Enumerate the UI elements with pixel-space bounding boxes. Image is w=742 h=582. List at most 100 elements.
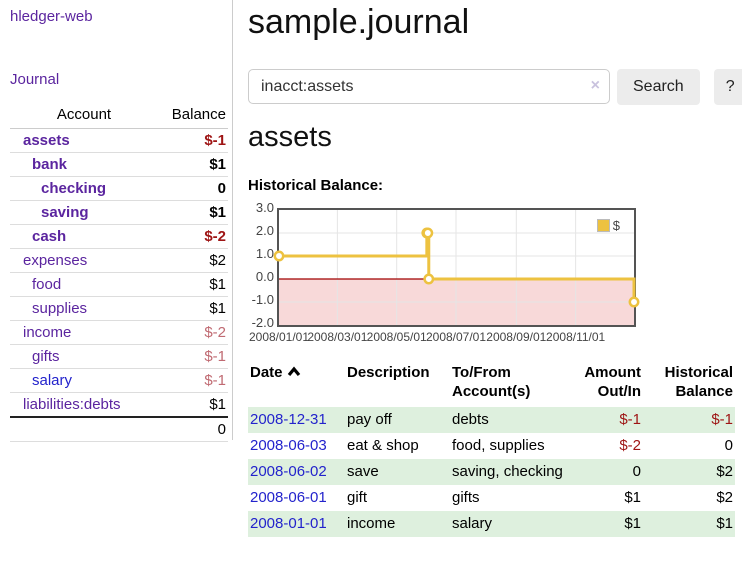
chart-y-axis-label: 2.0 [248, 223, 274, 239]
txn-date-link[interactable]: 2008-06-02 [250, 463, 327, 480]
account-row: assets $-1 [10, 129, 228, 153]
txn-date-cell: 2008-01-01 [248, 511, 345, 537]
account-link[interactable]: cash [12, 228, 66, 245]
account-row: gifts $-1 [10, 345, 228, 369]
account-cell: saving [10, 201, 158, 225]
txn-date-link[interactable]: 2008-12-31 [250, 411, 327, 428]
txn-description: eat & shop [345, 433, 450, 459]
txn-balance: $-1 [643, 407, 735, 433]
account-balance: $-1 [158, 129, 228, 153]
account-balance: 0 [158, 177, 228, 201]
chart-y-axis-label: 3.0 [248, 200, 274, 216]
account-cell: expenses [10, 249, 158, 273]
account-link[interactable]: bank [12, 156, 67, 173]
account-cell: supplies [10, 297, 158, 321]
account-heading: assets [248, 120, 332, 154]
account-balance: $2 [158, 249, 228, 273]
accounts-total-row: 0 [10, 417, 228, 442]
account-link[interactable]: salary [12, 372, 72, 389]
balance-col-header: Balance [158, 103, 228, 129]
account-cell: assets [10, 129, 158, 153]
search-input[interactable] [248, 69, 610, 104]
chart-plot[interactable]: $ [277, 208, 636, 327]
account-link[interactable]: income [12, 324, 71, 341]
chart-title: Historical Balance: [248, 177, 383, 194]
search-button[interactable]: Search [617, 69, 700, 105]
account-balance: $1 [158, 393, 228, 418]
account-balance: $1 [158, 153, 228, 177]
sidebar: hledger-web Journal Account Balance asse… [0, 0, 233, 440]
txn-accounts: salary [450, 511, 565, 537]
account-row: saving$1 [10, 201, 228, 225]
txn-amount: $1 [565, 485, 643, 511]
account-balance: $-1 [158, 345, 228, 369]
txn-description: gift [345, 485, 450, 511]
account-balance: $1 [158, 273, 228, 297]
txn-balance: 0 [643, 433, 735, 459]
txn-accounts: saving, checking [450, 459, 565, 485]
help-button[interactable]: ? [714, 69, 742, 105]
txn-accounts: debts [450, 407, 565, 433]
chart-y-axis-label: -1.0 [248, 292, 274, 308]
chart-x-axis-label: 2008/01/01 [246, 330, 312, 344]
balance-col-header: Historical Balance [643, 361, 735, 407]
sort-asc-icon [287, 366, 301, 377]
txn-balance: $1 [643, 511, 735, 537]
account-link[interactable]: assets [12, 132, 70, 149]
account-row: liabilities:debts $1 [10, 393, 228, 418]
amount-col-header: Amount Out/In [565, 361, 643, 407]
chart-y-axis-label: -2.0 [248, 315, 274, 331]
chart-x-axis-label: 2008/07/01 [423, 330, 489, 344]
app-brand-link[interactable]: hledger-web [10, 8, 93, 25]
account-link[interactable]: supplies [12, 300, 87, 317]
description-col-header: Description [345, 361, 450, 407]
chart-x-axis-label: 2008/05/01 [364, 330, 430, 344]
legend-swatch-icon [597, 219, 610, 232]
chart-x-axis-label: 2008/09/01 [483, 330, 549, 344]
account-row: supplies$1 [10, 297, 228, 321]
txn-date-link[interactable]: 2008-01-01 [250, 515, 327, 532]
clear-search-icon[interactable]: × [591, 77, 600, 95]
account-link[interactable]: gifts [12, 348, 60, 365]
txn-description: income [345, 511, 450, 537]
account-row: salary$-1 [10, 369, 228, 393]
txn-date-link[interactable]: 2008-06-01 [250, 489, 327, 506]
page-title: sample.journal [248, 2, 469, 42]
account-cell: food [10, 273, 158, 297]
account-row: checking 0 [10, 177, 228, 201]
txn-row: 2008-12-31pay offdebts$-1$-1 [248, 407, 735, 433]
account-row: bank $1 [10, 153, 228, 177]
account-balance: $-2 [158, 321, 228, 345]
chart-legend: $ [597, 218, 620, 233]
account-balance: $-2 [158, 225, 228, 249]
txn-accounts: gifts [450, 485, 565, 511]
accounts-body: assets$-1bank$1checking0saving$1cash$-2e… [10, 129, 228, 418]
search-form: × Search ? [248, 69, 742, 105]
txn-amount: $-1 [565, 407, 643, 433]
account-link[interactable]: saving [12, 204, 89, 221]
transactions-table: Date Description To/From Account(s) Amou… [248, 361, 735, 537]
txn-description: save [345, 459, 450, 485]
account-cell: checking [10, 177, 158, 201]
account-cell: gifts [10, 345, 158, 369]
account-link[interactable]: checking [12, 180, 106, 197]
journal-nav-link[interactable]: Journal [10, 71, 59, 88]
legend-label: $ [613, 218, 620, 233]
txns-body: 2008-12-31pay offdebts$-1$-1 2008-06-03 ea… [248, 407, 735, 537]
txn-date-link[interactable]: 2008-06-03 [250, 437, 327, 454]
accounts-header-row: Account Balance [10, 103, 228, 129]
account-cell: cash [10, 225, 158, 249]
txn-date-cell: 2008-06-01 [248, 485, 345, 511]
account-row: expenses $2 [10, 249, 228, 273]
account-cell: salary [10, 369, 158, 393]
date-col-header[interactable]: Date [248, 361, 345, 407]
account-row: income $-2 [10, 321, 228, 345]
balance-chart: $ 3.02.01.00.0-1.0-2.02008/01/012008/03/… [248, 199, 693, 349]
account-link[interactable]: expenses [12, 252, 87, 269]
account-cell: bank [10, 153, 158, 177]
account-link[interactable]: liabilities:debts [12, 396, 121, 413]
accounts-col-header: To/From Account(s) [450, 361, 565, 407]
account-link[interactable]: food [12, 276, 61, 293]
txn-row: 2008-06-02savesaving, checking0$2 [248, 459, 735, 485]
txn-date-cell: 2008-06-02 [248, 459, 345, 485]
